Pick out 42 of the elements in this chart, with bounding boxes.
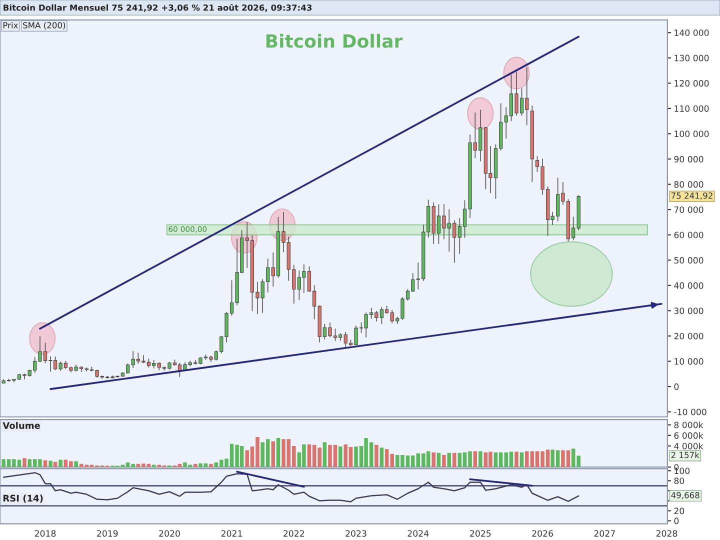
text: RSI (14) — [4, 494, 43, 503]
y-tick-label: 60 000 — [674, 232, 704, 238]
y-tick-label: 6 000k — [674, 432, 704, 439]
annotation: SMA (200) — [23, 22, 66, 30]
y-tick-label: 50 000 — [674, 257, 704, 264]
y-tick-label: 110 000 — [674, 105, 709, 112]
x-tick-label: 2021 — [221, 530, 242, 537]
x-tick-label: 2018 — [34, 530, 56, 537]
y-tick-label: 140 000 — [674, 30, 709, 36]
y-tick-label: 0 — [674, 383, 679, 390]
chart-title: Volume — [2, 422, 40, 429]
y-tick-label: 100 000 — [674, 130, 709, 138]
annotation: Prix — [3, 22, 18, 28]
x-tick-label: 2026 — [532, 530, 553, 537]
y-tick-label: 120 000 — [674, 80, 709, 87]
y-tick-label: 0 — [674, 518, 679, 524]
x-tick-label: 2027 — [594, 530, 615, 537]
y-tick-label: 8 000k — [674, 422, 704, 428]
y-tick-label: 130 000 — [674, 54, 709, 62]
text: 75 241,92 — [671, 192, 712, 200]
x-tick-label: 2019 — [97, 530, 118, 537]
y-tick-label: -10 000 — [674, 408, 706, 416]
x-tick-label: 2028 — [656, 530, 678, 537]
text: 2 157k — [671, 452, 700, 458]
y-tick-label: 90 000 — [674, 156, 704, 162]
chart-subtitle: Bitcoin Dollar Mensuel 75 241,92 +3,06 % 21 août 2026, 09:37:43 — [4, 4, 312, 12]
y-tick-label: 80 — [674, 478, 684, 484]
y-tick-label: 30 000 — [674, 308, 704, 314]
x-tick-label: 2022 — [284, 530, 304, 537]
x-tick-label: 2023 — [346, 530, 366, 537]
y-tick-label: 40 000 — [674, 282, 704, 289]
y-tick-label: 70 000 — [674, 206, 704, 213]
x-tick-label: 2024 — [408, 530, 429, 537]
y-tick-label: 20 — [674, 508, 684, 514]
y-tick-label: 4 000k — [674, 442, 704, 450]
y-tick-label: 20 000 — [674, 332, 704, 340]
text: Bitcoin Dollar — [266, 34, 403, 48]
y-tick-label: 10 000 — [674, 358, 704, 365]
text: 49,668 — [671, 492, 700, 500]
x-tick-label: 2025 — [470, 530, 491, 537]
y-tick-label: 80 000 — [674, 181, 704, 188]
x-tick-label: 2020 — [159, 530, 180, 537]
